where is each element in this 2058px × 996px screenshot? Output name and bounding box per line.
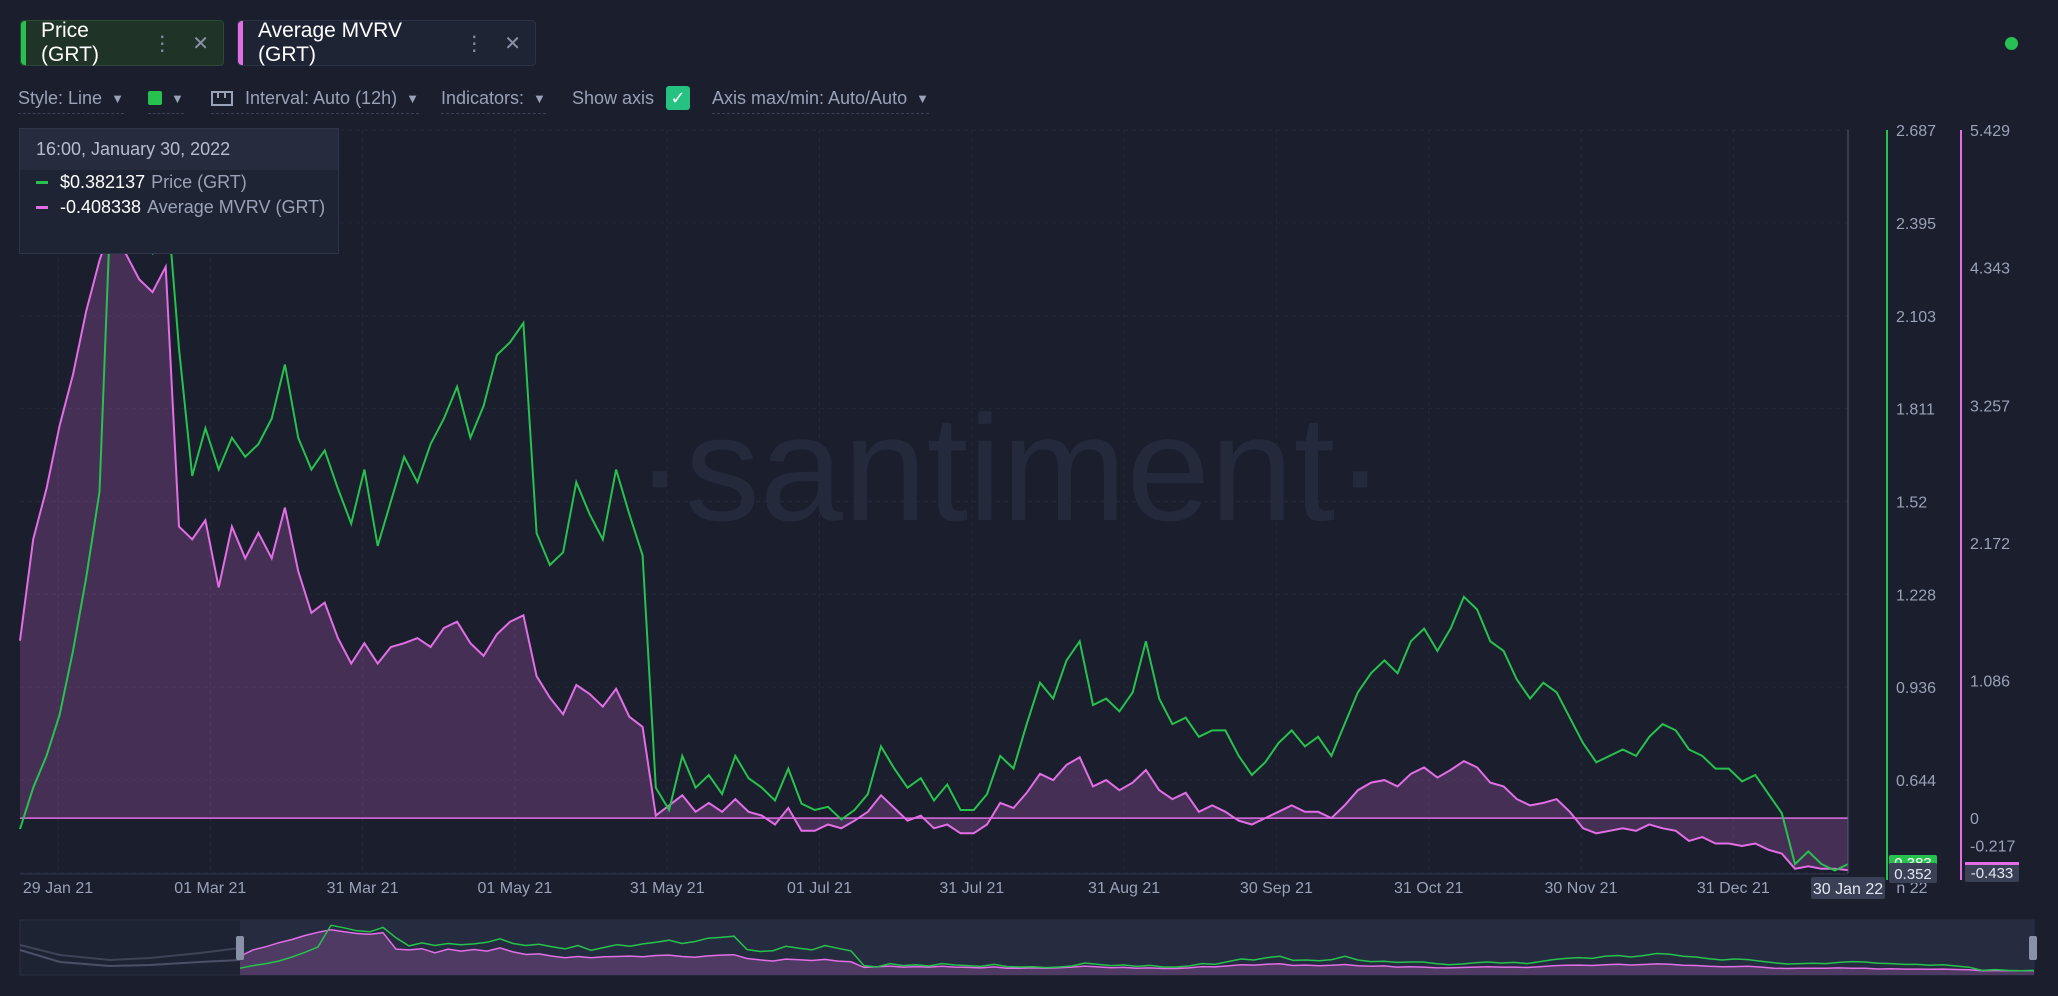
mvrv-axis-tick: 2.172 <box>1970 536 2010 553</box>
interval-label: Interval: Auto (12h) <box>245 87 398 108</box>
mvrv-current-marker <box>1965 862 2019 865</box>
mvrv-axis-tick: 0 <box>1970 811 1979 828</box>
navigator-handle-right[interactable] <box>2029 936 2037 960</box>
tooltip-series-name: Price (GRT) <box>151 172 247 192</box>
x-tick-label: 01 Jul 21 <box>787 880 852 897</box>
mvrv-axis-tick: -0.217 <box>1970 839 2015 856</box>
price-axis-tick: 1.228 <box>1896 587 1936 604</box>
price-axis-tick: 2.687 <box>1896 123 1936 140</box>
tooltip-row-mvrv: -0.408338 Average MVRV (GRT) <box>36 195 338 220</box>
legend-swatch <box>36 206 48 209</box>
navigator[interactable] <box>19 919 2037 976</box>
check-icon[interactable]: ✓ <box>666 86 691 110</box>
tooltip-date: 16:00, January 30, 2022 <box>20 129 338 170</box>
tooltip-series-name: Average MVRV (GRT) <box>147 197 326 217</box>
price-axis-tick: 0.352 <box>1894 866 1932 883</box>
mvrv-current-label: -0.433 <box>1971 865 2014 882</box>
chevron-down-icon: ▼ <box>533 90 546 106</box>
mvrv-axis-tick: 3.257 <box>1970 398 2010 415</box>
tab-average-mvrv-grt[interactable]: Average MVRV (GRT) ⋮ ✕ <box>237 19 536 66</box>
close-icon[interactable]: ✕ <box>504 32 521 55</box>
series-color-indicator <box>238 21 243 65</box>
chevron-down-icon: ▼ <box>111 90 124 106</box>
grid <box>20 129 1848 874</box>
price-axis-tick: 2.395 <box>1896 216 1936 233</box>
axes-layer: 29 Jan 21 01 Mar 21 31 Mar 21 01 May 21 31 M… <box>20 123 2019 899</box>
indicators-label: Indicators: <box>441 87 525 108</box>
color-picker[interactable]: ▼ <box>148 83 184 114</box>
tooltip-row-price: $0.382137 Price (GRT) <box>36 170 338 195</box>
x-tick-label: 31 May 21 <box>630 880 705 897</box>
mvrv-axis-tick: 5.429 <box>1970 123 2010 140</box>
x-tick-label: 31 Dec 21 <box>1697 880 1770 897</box>
show-axis-toggle[interactable]: Show axis ✓ <box>572 83 691 113</box>
navigator-history-line <box>19 949 241 968</box>
navigator-mvrv-line <box>239 929 2035 972</box>
tab-label: Price (GRT) <box>41 19 99 66</box>
show-axis-label: Show axis <box>572 87 655 108</box>
more-vertical-icon[interactable]: ⋮ <box>152 32 173 55</box>
tab-price-grt[interactable]: Price (GRT) ⋮ ✕ <box>20 19 224 66</box>
mvrv-axis-tick: 1.086 <box>1970 673 2010 690</box>
tooltip-value: $0.382137 <box>60 172 146 192</box>
x-tick-label: 31 Mar 21 <box>327 880 399 897</box>
x-tick-label: 31 Jul 21 <box>939 880 1004 897</box>
watermark: ·santiment· <box>635 384 1385 552</box>
axis-range-label: Axis max/min: Auto/Auto <box>712 87 908 108</box>
series-layer <box>19 130 1849 873</box>
chart-tooltip: 16:00, January 30, 2022 $0.382137 Price … <box>19 128 339 254</box>
mvrv-line <box>19 219 1849 872</box>
x-tick-label: n 22 <box>1896 880 1927 897</box>
mvrv-current-box <box>1965 862 2019 882</box>
x-tick-label: 31 Aug 21 <box>1088 880 1160 897</box>
chart-toolbar: Style: Line ▼ ▼ Interval: Auto (12h) ▼ I… <box>0 83 2058 114</box>
series-color-indicator <box>21 21 26 65</box>
x-tick-label: 30 Nov 21 <box>1545 880 1618 897</box>
mvrv-axis-tick: 4.343 <box>1970 261 2010 278</box>
navigator-history-line <box>19 944 241 962</box>
color-swatch <box>148 91 162 105</box>
legend-swatch <box>36 181 48 184</box>
tooltip-value: -0.408338 <box>60 197 142 217</box>
status-dot <box>2005 37 2018 50</box>
price-axis-tick: 1.52 <box>1896 494 1927 511</box>
mvrv-area <box>20 222 1848 871</box>
close-icon[interactable]: ✕ <box>192 32 209 55</box>
indicators-dropdown[interactable]: Indicators: ▼ <box>441 83 546 114</box>
price-axis-tick: 0.644 <box>1896 773 1936 790</box>
x-tick-label: 30 Sep 21 <box>1240 880 1313 897</box>
x-tick-label: 29 Jan 21 <box>23 880 93 897</box>
x-tick-label: 01 May 21 <box>478 880 553 897</box>
ruler-icon <box>211 90 233 106</box>
chevron-down-icon: ▼ <box>171 90 184 106</box>
more-vertical-icon[interactable]: ⋮ <box>464 32 485 55</box>
navigator-mvrv-area <box>240 929 2034 975</box>
tab-label: Average MVRV (GRT) <box>258 19 402 66</box>
chevron-down-icon: ▼ <box>406 90 419 106</box>
crosshair-date-box <box>1811 877 1885 899</box>
axis-range-dropdown[interactable]: Axis max/min: Auto/Auto ▼ <box>712 83 929 114</box>
style-label: Style: Line <box>18 87 103 108</box>
price-axis-tick: 1.811 <box>1896 402 1935 419</box>
x-tick-label: 31 Oct 21 <box>1394 880 1463 897</box>
crosshair-date-label: 30 Jan 22 <box>1813 881 1883 898</box>
price-axis-tick: 2.103 <box>1896 309 1936 326</box>
style-dropdown[interactable]: Style: Line ▼ <box>18 83 124 114</box>
navigator-price-line <box>239 924 2035 972</box>
x-tick-label: 01 Mar 21 <box>174 880 246 897</box>
navigator-handle-left[interactable] <box>236 936 244 960</box>
price-axis-tick: 0.936 <box>1896 680 1936 697</box>
price-min-box <box>1889 863 1937 883</box>
interval-dropdown[interactable]: Interval: Auto (12h) ▼ <box>211 83 419 114</box>
chevron-down-icon: ▼ <box>916 90 929 106</box>
price-line <box>19 150 1849 872</box>
